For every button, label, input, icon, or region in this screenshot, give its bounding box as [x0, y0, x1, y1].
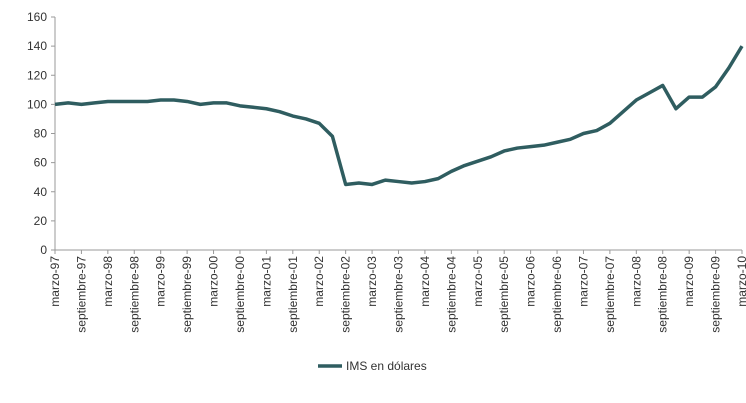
x-tick-label: septiembre-01	[286, 256, 300, 333]
x-tick-label: septiembre-06	[550, 256, 564, 333]
x-tick-label: septiembre-09	[709, 256, 723, 333]
y-tick-label: 60	[34, 156, 48, 170]
x-tick-label: septiembre-00	[233, 256, 247, 333]
x-tick-label: septiembre-02	[339, 256, 353, 333]
x-tick-label: marzo-10	[735, 256, 746, 307]
y-tick-label: 120	[27, 68, 47, 82]
x-tick-label: marzo-97	[48, 256, 62, 307]
y-tick-label: 80	[34, 127, 48, 141]
y-tick-label: 160	[27, 10, 47, 24]
y-tick-label: 0	[40, 243, 47, 257]
x-tick-label: marzo-02	[312, 256, 326, 307]
y-tick-label: 140	[27, 39, 47, 53]
x-tick-label: septiembre-08	[656, 256, 670, 333]
x-tick-label: septiembre-04	[444, 256, 458, 333]
y-tick-label: 40	[34, 185, 48, 199]
x-tick-label: marzo-98	[101, 256, 115, 307]
x-tick-label: septiembre-07	[603, 256, 617, 333]
x-tick-label: marzo-04	[418, 256, 432, 307]
x-tick-label: marzo-07	[576, 256, 590, 307]
legend-label: IMS en dólares	[346, 359, 427, 373]
x-tick-label: marzo-03	[365, 256, 379, 307]
x-tick-label: septiembre-99	[180, 256, 194, 333]
x-tick-label: marzo-08	[629, 256, 643, 307]
x-tick-label: marzo-05	[471, 256, 485, 307]
x-tick-label: septiembre-03	[392, 256, 406, 333]
x-tick-label: septiembre-97	[74, 256, 88, 333]
y-tick-label: 20	[34, 214, 48, 228]
x-tick-label: marzo-00	[207, 256, 221, 307]
x-tick-label: septiembre-98	[127, 256, 141, 333]
x-tick-label: septiembre-05	[497, 256, 511, 333]
data-line	[54, 45, 744, 187]
x-tick-label: marzo-01	[259, 256, 273, 307]
y-tick-label: 100	[27, 97, 47, 111]
x-tick-label: marzo-09	[682, 256, 696, 307]
x-tick-label: marzo-06	[524, 256, 538, 307]
x-tick-label: marzo-99	[154, 256, 168, 307]
